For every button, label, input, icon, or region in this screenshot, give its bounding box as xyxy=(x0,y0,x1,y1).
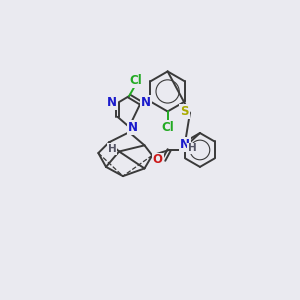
Text: O: O xyxy=(153,154,163,166)
Text: H: H xyxy=(108,144,116,154)
Text: Cl: Cl xyxy=(129,74,142,87)
Text: H: H xyxy=(188,143,197,153)
Text: S: S xyxy=(180,105,189,118)
Text: Cl: Cl xyxy=(161,121,174,134)
Text: N: N xyxy=(107,96,117,109)
Text: N: N xyxy=(141,96,151,109)
Text: N: N xyxy=(180,138,190,151)
Text: N: N xyxy=(128,121,138,134)
